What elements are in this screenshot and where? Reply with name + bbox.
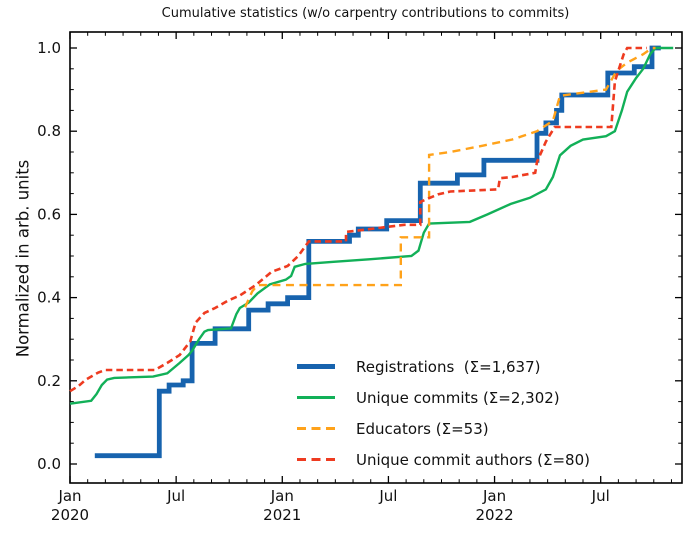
svg-text:Jul: Jul — [591, 487, 610, 505]
svg-text:1.0: 1.0 — [37, 39, 61, 57]
svg-text:0.2: 0.2 — [37, 372, 61, 390]
svg-text:2021: 2021 — [263, 506, 301, 524]
svg-text:2022: 2022 — [475, 506, 513, 524]
legend-key-unique-commit-authors — [297, 457, 335, 462]
legend-item: Unique commit authors (Σ=80) — [297, 444, 590, 475]
svg-text:Jan: Jan — [482, 487, 506, 505]
svg-text:0.8: 0.8 — [37, 122, 61, 140]
svg-text:0.6: 0.6 — [37, 205, 61, 223]
legend-key-registrations — [297, 364, 335, 369]
legend-label: Educators (Σ=53) — [356, 419, 489, 438]
chart-title: Cumulative statistics (w/o carpentry con… — [0, 6, 695, 21]
svg-text:Jul: Jul — [378, 487, 397, 505]
chart-title-text: Cumulative statistics (w/o carpentry con… — [161, 6, 570, 21]
legend-label: Unique commit authors (Σ=80) — [356, 450, 590, 469]
svg-text:0.4: 0.4 — [37, 289, 61, 307]
svg-text:Jan: Jan — [270, 487, 294, 505]
legend-item: Unique commits (Σ=2,302) — [297, 382, 590, 413]
svg-text:2020: 2020 — [51, 506, 89, 524]
legend-label: Unique commits (Σ=2,302) — [356, 388, 560, 407]
legend-key-unique-commits — [297, 396, 335, 399]
svg-text:Jan: Jan — [57, 487, 81, 505]
legend-item: Registrations (Σ=1,637) — [297, 351, 590, 382]
svg-text:Jul: Jul — [166, 487, 185, 505]
svg-text:0.0: 0.0 — [37, 455, 61, 473]
legend-item: Educators (Σ=53) — [297, 413, 590, 444]
legend: Registrations (Σ=1,637) Unique commits (… — [297, 351, 590, 475]
legend-key-educators — [297, 426, 335, 431]
legend-label: Registrations (Σ=1,637) — [356, 357, 541, 376]
